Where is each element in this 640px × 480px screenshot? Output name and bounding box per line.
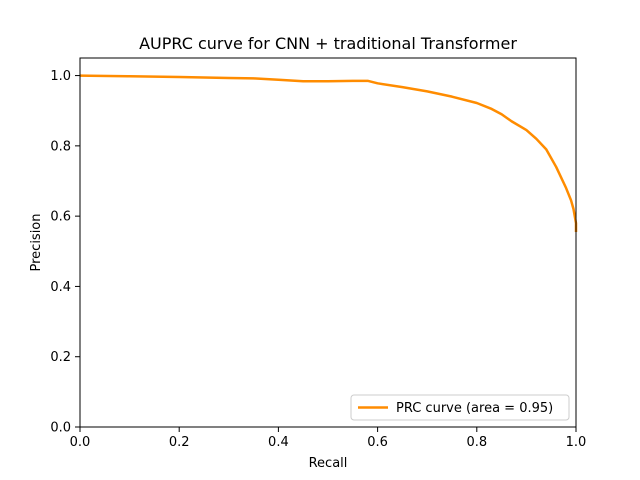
y-tick-label: 0.8 <box>50 139 71 154</box>
y-axis-label: Precision <box>29 213 44 271</box>
x-tick-label: 0.2 <box>169 435 190 450</box>
plot-frame <box>79 57 577 428</box>
x-tick-label: 0.8 <box>466 435 487 450</box>
y-tick-label: 1.0 <box>50 69 71 84</box>
y-tick-label: 0.4 <box>50 280 71 295</box>
x-tick-label: 0.0 <box>70 435 91 450</box>
x-tick-label: 0.4 <box>268 435 289 450</box>
series-line-0 <box>79 74 578 232</box>
y-tick-label: 0.6 <box>50 210 71 225</box>
plot-layer <box>79 74 578 232</box>
x-tick-label: 0.6 <box>367 435 388 450</box>
legend-entry-prc: PRC curve (area = 0.95) <box>396 401 553 416</box>
y-tick-label: 0.2 <box>50 350 71 365</box>
ticks-layer: 0.0 0.2 0.4 0.6 0.8 1.0 0.0 0.2 0.4 0.6 0.8 1.0 <box>50 69 586 450</box>
y-tick-label: 0.0 <box>50 421 71 436</box>
legend: PRC curve (area = 0.95) <box>350 394 570 421</box>
legend-box <box>350 394 570 421</box>
x-tick-label: 1.0 <box>566 435 587 450</box>
x-axis-label: Recall <box>309 456 348 471</box>
chart-title: AUPRC curve for CNN + traditional Transf… <box>139 34 517 53</box>
